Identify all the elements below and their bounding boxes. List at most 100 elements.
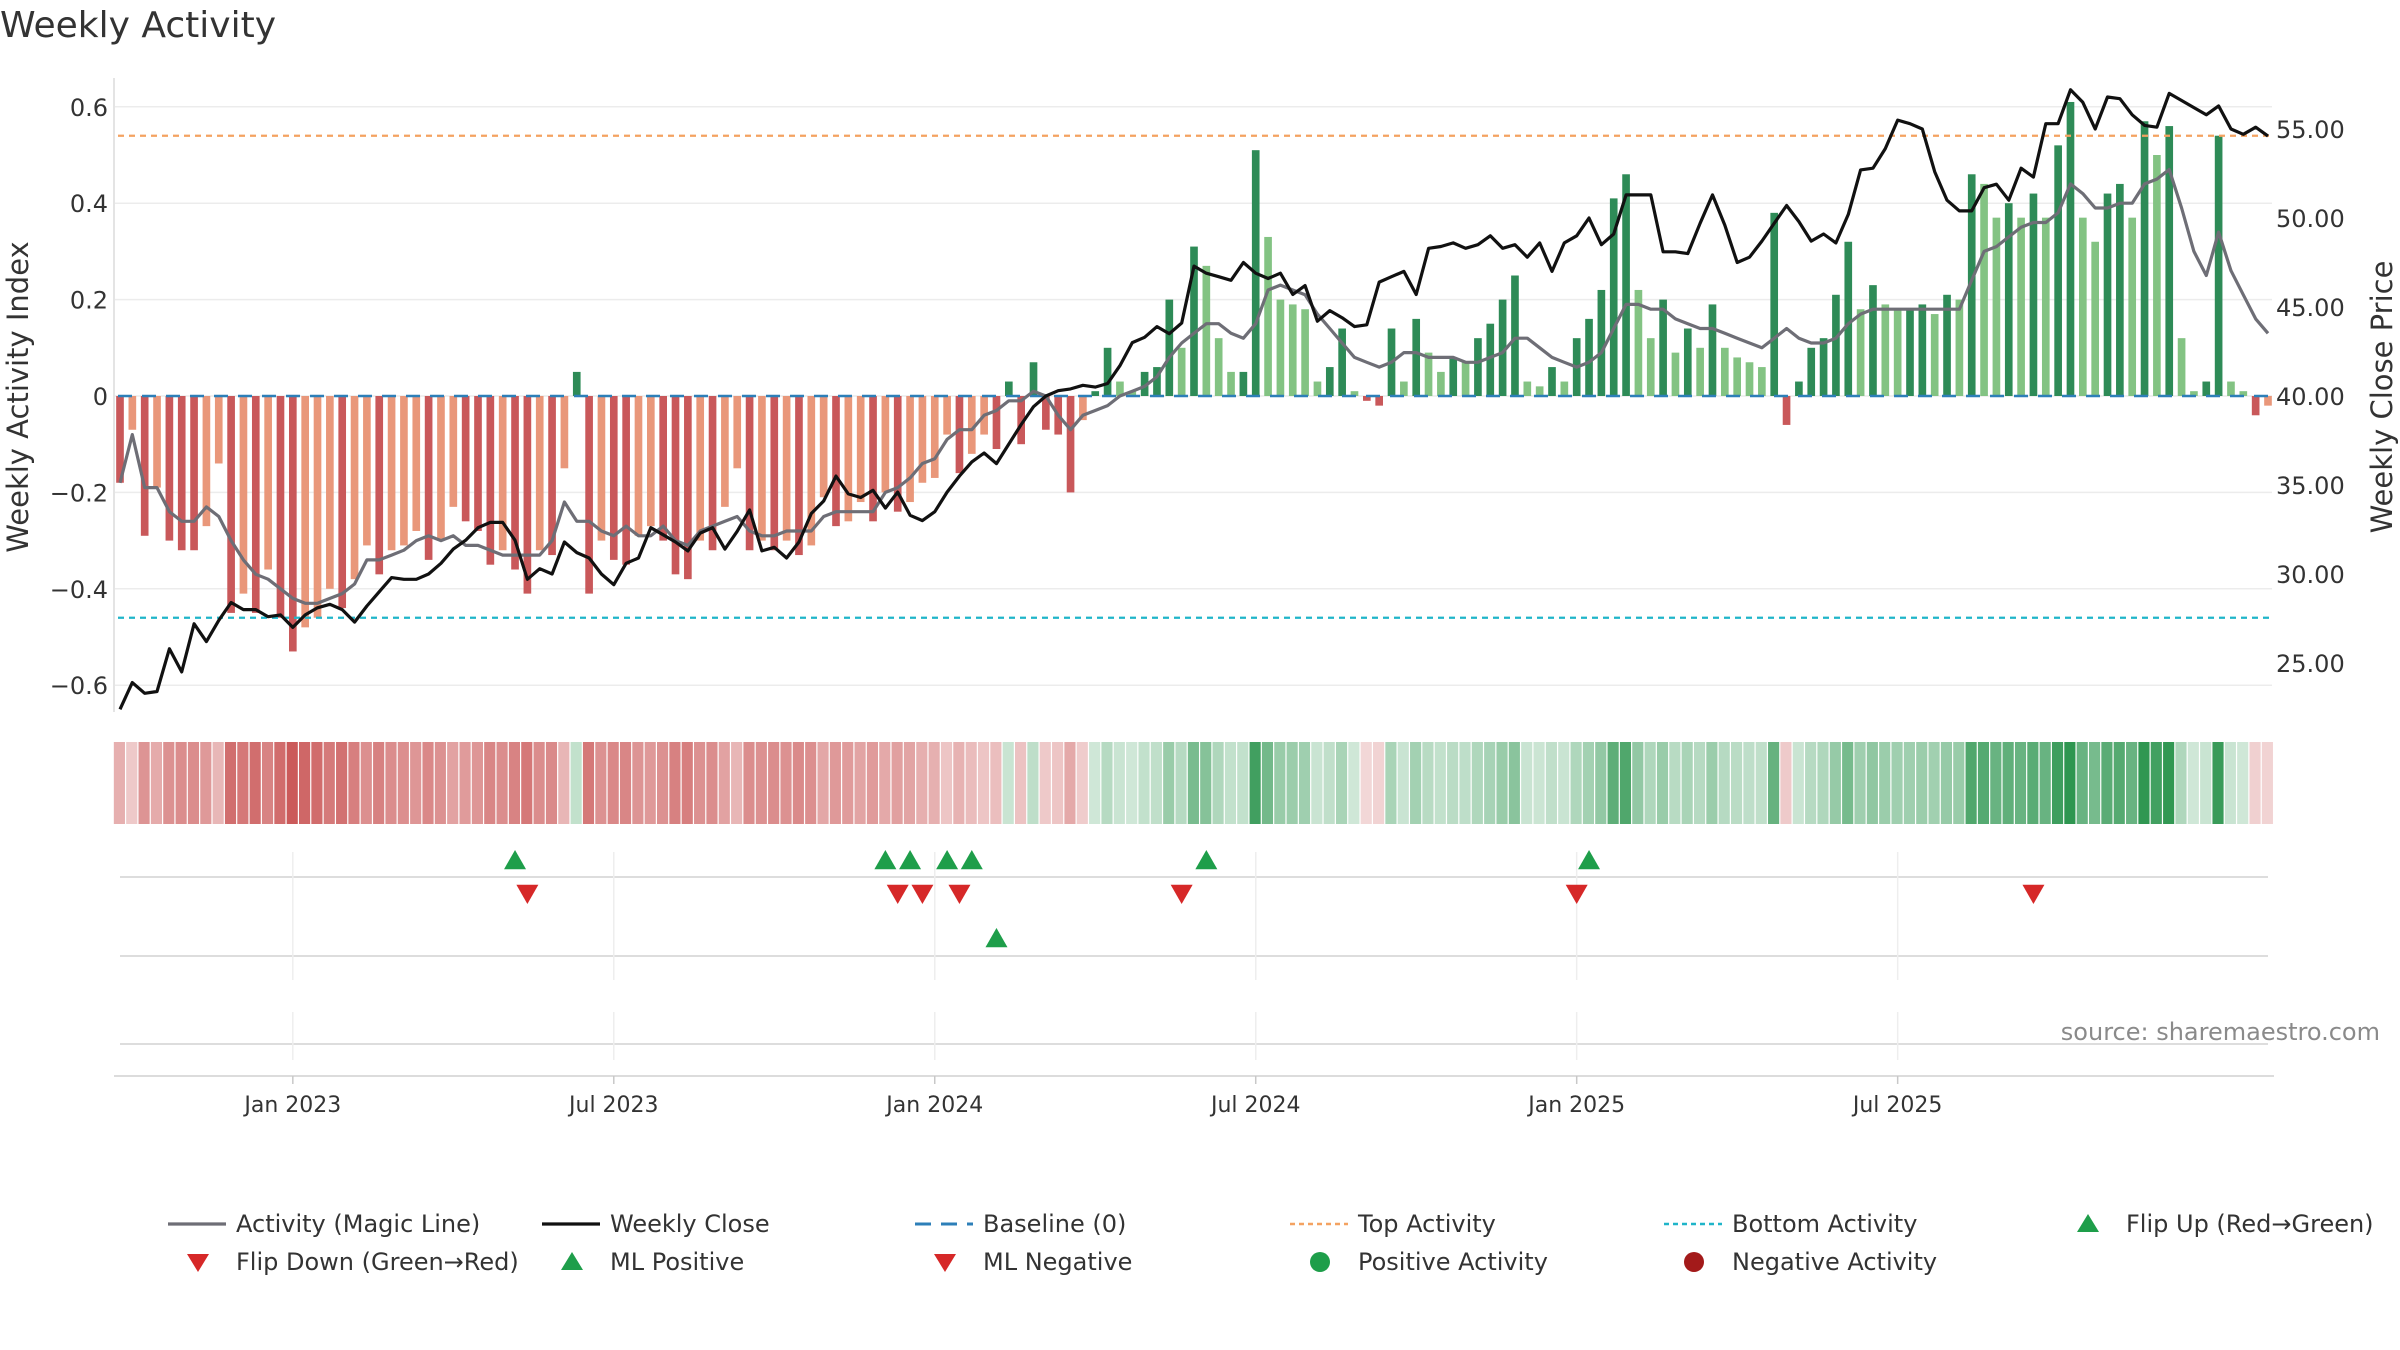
heat-strip-cell — [1076, 742, 1088, 824]
heat-strip-cell — [175, 742, 187, 824]
activity-bar — [338, 396, 347, 609]
legend-label: Negative Activity — [1732, 1248, 1937, 1276]
heat-strip-cell — [768, 742, 780, 824]
heat-strip-cell — [224, 742, 237, 824]
activity-bar — [363, 396, 371, 546]
activity-bar — [819, 396, 828, 498]
activity-bar — [745, 396, 754, 551]
heat-strip-cell — [2187, 742, 2199, 824]
heat-strip-cell — [397, 742, 409, 824]
activity-bar — [1930, 314, 1939, 396]
heat-strip-cell — [1397, 742, 1409, 824]
activity-bar — [708, 396, 717, 551]
activity-bar — [659, 396, 667, 541]
activity-bar — [1795, 381, 1803, 396]
heat-strip-cell — [1126, 742, 1138, 824]
legend-swatch-triangle-down — [187, 1254, 209, 1272]
heat-strip-cell — [1373, 742, 1385, 824]
activity-bar — [1276, 299, 1285, 396]
activity-bar — [795, 396, 803, 556]
heat-strip-cell — [1595, 742, 1607, 824]
activity-bar — [572, 371, 581, 396]
heat-strip-cell — [261, 742, 274, 824]
heat-strip-cell — [1138, 742, 1150, 824]
y-tick-label-right: 30.00 — [2276, 561, 2345, 589]
activity-bar — [2091, 241, 2099, 396]
activity-bar — [1412, 318, 1421, 396]
heat-strip-cell — [1163, 742, 1175, 824]
heat-strip-cell — [1484, 742, 1496, 824]
activity-bar — [424, 396, 433, 560]
flip-up-marker — [1195, 850, 1218, 870]
heat-strip-cell — [1731, 742, 1743, 824]
heat-strip-cell — [126, 742, 138, 824]
heat-strip-cell — [1792, 742, 1804, 824]
activity-bar — [1758, 367, 1766, 396]
heat-strip-cell — [2014, 742, 2027, 824]
activity-bar — [1659, 299, 1667, 396]
activity-bar — [2264, 396, 2272, 406]
activity-bar — [943, 396, 951, 435]
heat-strip-cell — [1558, 742, 1570, 824]
heat-strip-cell — [1212, 742, 1224, 824]
activity-bar — [251, 396, 260, 613]
activity-bar — [474, 396, 482, 531]
activity-bar — [1239, 371, 1248, 396]
heat-strip-cell — [113, 742, 125, 824]
activity-bar — [1893, 309, 1902, 396]
activity-bar — [1770, 212, 1779, 396]
heat-strip-cell — [817, 742, 829, 824]
heat-strip-cell — [2200, 742, 2212, 824]
heat-strip-cell — [1335, 742, 1348, 824]
heat-strip-cell — [1422, 742, 1434, 824]
legend-label: Weekly Close — [610, 1210, 770, 1238]
activity-bar — [1683, 328, 1692, 396]
activity-bar — [1548, 367, 1556, 396]
activity-bar — [289, 396, 297, 652]
heat-strip-cell — [1410, 742, 1422, 824]
heat-strip-cell — [1224, 742, 1237, 824]
activity-bar — [1597, 289, 1606, 396]
y-tick-label-left: 0.6 — [70, 94, 108, 122]
activity-bar — [721, 396, 729, 507]
heat-strip-cell — [694, 742, 706, 824]
heat-strip-cell — [607, 742, 619, 824]
activity-bar — [190, 396, 198, 551]
x-tick-label: Jan 2025 — [1526, 1093, 1625, 1118]
activity-bar — [153, 396, 161, 488]
activity-bar — [647, 396, 655, 527]
y-tick-label-left: −0.2 — [50, 479, 108, 507]
x-tick-label: Jul 2024 — [1209, 1093, 1301, 1118]
activity-bar — [1202, 265, 1211, 396]
legend-item: Negative Activity — [1684, 1248, 1937, 1276]
heat-strip-cell — [1261, 742, 1274, 824]
heat-strip-cell — [780, 742, 792, 824]
heat-strip-cell — [533, 742, 545, 824]
heat-strip-cell — [2138, 742, 2150, 824]
activity-bar — [227, 396, 235, 613]
activity-bar — [264, 396, 272, 570]
heat-strip-cell — [2175, 742, 2187, 824]
heat-strip-cell — [1496, 742, 1508, 824]
activity-bar — [1585, 318, 1593, 396]
activity-bar — [609, 396, 618, 560]
activity-bar — [585, 396, 593, 594]
legend-item: Top Activity — [1290, 1210, 1496, 1238]
activity-bar — [671, 396, 680, 575]
activity-bar — [1671, 352, 1680, 396]
heat-strip-cell — [619, 742, 632, 824]
legend-label: ML Negative — [983, 1248, 1132, 1276]
activity-bar — [696, 396, 705, 541]
activity-bar — [1313, 381, 1322, 396]
heat-strip-cell — [718, 742, 730, 824]
flip-down-marker — [911, 884, 934, 904]
activity-bar — [1906, 309, 1914, 396]
heat-strip-cell — [1064, 742, 1076, 824]
activity-bar — [2017, 217, 2025, 396]
heat-strip-cell — [1903, 742, 1915, 824]
x-tick-label: Jul 2023 — [567, 1093, 659, 1118]
activity-bar — [560, 396, 569, 469]
heat-strip-cell — [187, 742, 200, 824]
heat-strip-cell — [1274, 742, 1286, 824]
activity-bar — [2041, 217, 2050, 396]
